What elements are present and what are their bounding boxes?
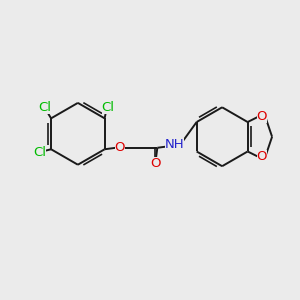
Text: O: O [256,110,267,123]
Text: O: O [115,141,125,154]
Text: Cl: Cl [102,101,115,114]
Text: Cl: Cl [33,146,46,159]
Text: NH: NH [165,138,184,151]
Text: Cl: Cl [38,101,51,114]
Text: O: O [256,150,267,163]
Text: O: O [151,157,161,169]
